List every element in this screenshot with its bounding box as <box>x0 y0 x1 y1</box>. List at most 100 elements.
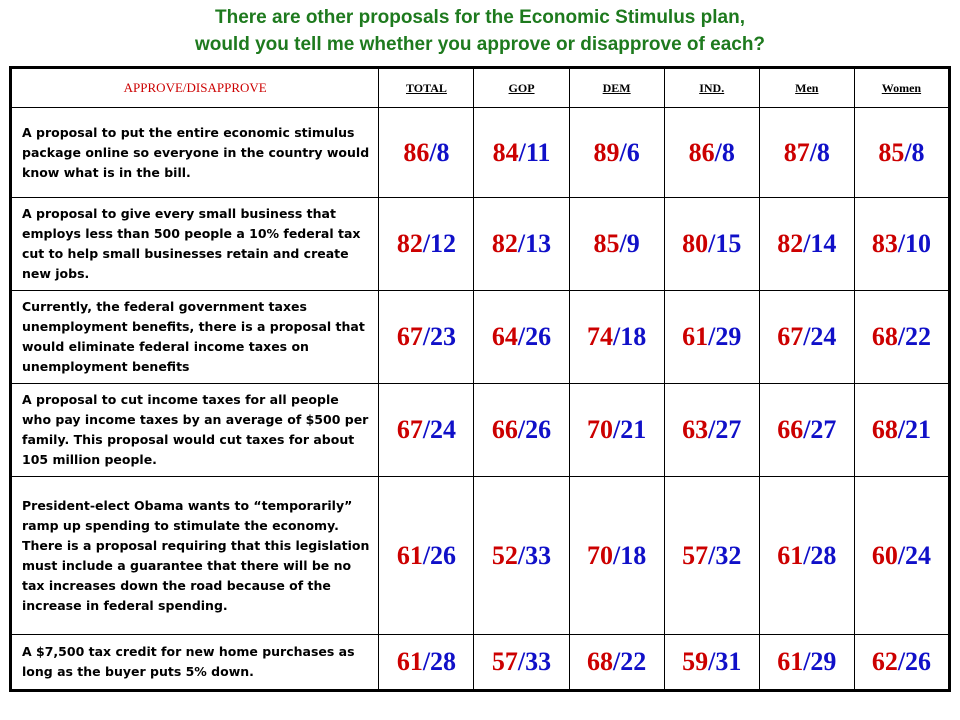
result-cell-men: 82/14 <box>758 197 855 291</box>
value-separator: / <box>517 322 526 351</box>
question-text: A proposal to give every small business … <box>9 197 380 291</box>
result-cell-women: 85/8 <box>853 107 951 198</box>
approve-value: 66 <box>491 415 518 444</box>
approve-value: 57 <box>491 647 518 676</box>
disapprove-value: 22 <box>905 322 932 351</box>
value-separator: / <box>619 137 627 167</box>
value-separator: / <box>803 540 811 570</box>
approve-value: 67 <box>396 322 423 351</box>
table-row: A proposal to give every small business … <box>9 197 951 291</box>
result-cell-ind: 57/32 <box>663 476 760 635</box>
value-separator: / <box>708 322 716 351</box>
approve-value: 63 <box>682 415 709 444</box>
approve-value: 70 <box>587 540 613 570</box>
value-separator: / <box>422 415 431 444</box>
approve-value: 82 <box>491 229 518 258</box>
result-cell-men: 61/28 <box>758 476 855 635</box>
disapprove-value: 31 <box>715 647 742 676</box>
approve-value: 68 <box>871 415 898 444</box>
approve-value: 86 <box>403 137 430 167</box>
value-separator: / <box>613 322 621 351</box>
approve-value: 59 <box>682 647 709 676</box>
result-cell-men: 67/24 <box>758 290 855 384</box>
table-row: A $7,500 tax credit for new home purchas… <box>9 634 951 691</box>
value-separator: / <box>897 415 906 444</box>
header-row: APPROVE/DISAPPROVE TOTAL GOP DEM IND. Me… <box>9 67 951 108</box>
approve-value: 61 <box>682 322 709 351</box>
question-text: A $7,500 tax credit for new home purchas… <box>9 634 380 691</box>
disapprove-value: 14 <box>810 229 837 258</box>
value-separator: / <box>422 322 431 351</box>
disapprove-value: 26 <box>525 322 552 351</box>
approve-value: 66 <box>777 415 804 444</box>
disapprove-value: 32 <box>715 540 742 570</box>
value-separator: / <box>708 647 716 676</box>
value-separator: / <box>803 415 811 444</box>
approve-value: 82 <box>396 229 423 258</box>
result-cell-ind: 59/31 <box>663 634 760 691</box>
value-separator: / <box>613 415 621 444</box>
page-title: There are other proposals for the Econom… <box>0 4 960 58</box>
column-header-women: Women <box>853 67 951 108</box>
question-text: A proposal to put the entire economic st… <box>9 107 380 198</box>
value-separator: / <box>422 647 431 676</box>
value-separator: / <box>422 229 431 258</box>
result-cell-gop: 84/11 <box>473 107 570 198</box>
value-separator: / <box>613 647 621 676</box>
disapprove-value: 28 <box>430 647 457 676</box>
disapprove-value: 8 <box>721 137 735 167</box>
disapprove-value: 33 <box>525 647 552 676</box>
disapprove-value: 33 <box>525 540 552 570</box>
approve-value: 62 <box>871 647 898 676</box>
header-approve-disapprove: APPROVE/DISAPPROVE <box>9 67 380 108</box>
result-cell-dem: 89/6 <box>568 107 665 198</box>
value-separator: / <box>803 647 811 676</box>
disapprove-value: 26 <box>430 540 457 570</box>
result-cell-gop: 57/33 <box>473 634 570 691</box>
approve-value: 87 <box>783 137 810 167</box>
approve-value: 74 <box>587 322 613 351</box>
result-cell-women: 60/24 <box>853 476 951 635</box>
approve-value: 68 <box>587 647 613 676</box>
result-cell-men: 87/8 <box>758 107 855 198</box>
disapprove-value: 24 <box>430 415 457 444</box>
result-cell-women: 68/22 <box>853 290 951 384</box>
disapprove-value: 26 <box>905 647 932 676</box>
disapprove-value: 22 <box>620 647 647 676</box>
value-separator: / <box>422 540 431 570</box>
disapprove-value: 24 <box>905 540 932 570</box>
table-row: A proposal to cut income taxes for all p… <box>9 383 951 477</box>
approve-value: 85 <box>878 137 905 167</box>
disapprove-value: 27 <box>715 415 742 444</box>
result-cell-total: 67/23 <box>378 290 475 384</box>
value-separator: / <box>897 229 906 258</box>
result-cell-ind: 86/8 <box>663 107 760 198</box>
result-cell-ind: 63/27 <box>663 383 760 477</box>
disapprove-value: 6 <box>626 137 640 167</box>
result-cell-gop: 66/26 <box>473 383 570 477</box>
disapprove-value: 8 <box>911 137 925 167</box>
column-header-total: TOTAL <box>378 67 475 108</box>
result-cell-women: 83/10 <box>853 197 951 291</box>
table-row: President-elect Obama wants to “temporar… <box>9 476 951 635</box>
disapprove-value: 9 <box>626 229 640 258</box>
result-cell-men: 61/29 <box>758 634 855 691</box>
disapprove-value: 23 <box>430 322 457 351</box>
approve-value: 83 <box>871 229 898 258</box>
column-header-ind: IND. <box>663 67 760 108</box>
result-cell-ind: 61/29 <box>663 290 760 384</box>
disapprove-value: 21 <box>620 415 647 444</box>
result-cell-gop: 52/33 <box>473 476 570 635</box>
value-separator: / <box>809 137 817 167</box>
approve-value: 64 <box>491 322 518 351</box>
result-cell-total: 61/28 <box>378 634 475 691</box>
value-separator: / <box>517 415 526 444</box>
question-text: Currently, the federal government taxes … <box>9 290 380 384</box>
value-separator: / <box>897 647 906 676</box>
approve-value: 61 <box>396 647 423 676</box>
value-separator: / <box>708 229 716 258</box>
approve-value: 67 <box>396 415 423 444</box>
value-separator: / <box>517 540 526 570</box>
disapprove-value: 21 <box>905 415 932 444</box>
question-text: A proposal to cut income taxes for all p… <box>9 383 380 477</box>
